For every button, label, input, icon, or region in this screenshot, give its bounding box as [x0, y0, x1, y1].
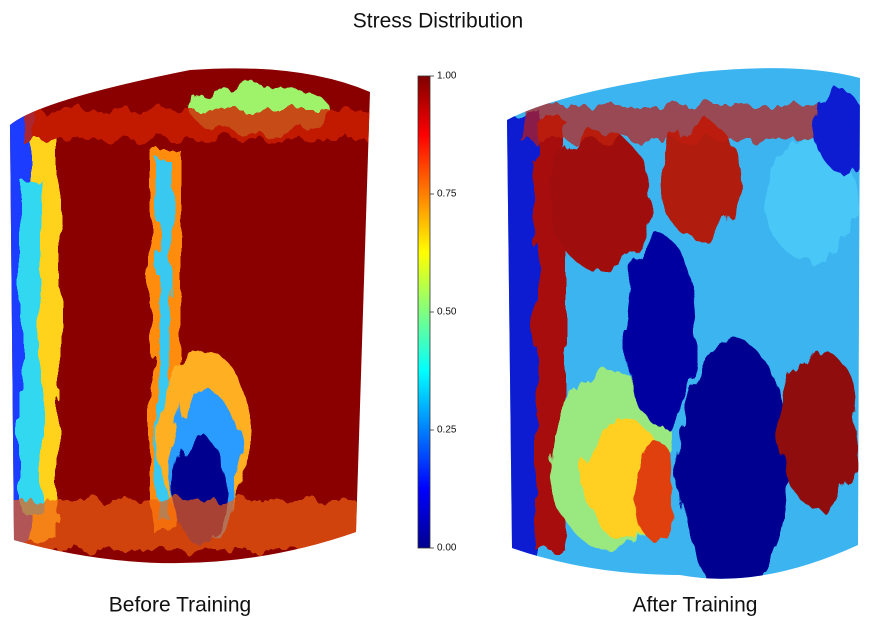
colorbar-tick-label: 0.00 — [437, 543, 457, 554]
colorbar-tick-label: 0.50 — [437, 307, 457, 318]
figure: Stress Distribution — [0, 0, 876, 621]
colorbar-tick-label: 0.75 — [437, 189, 457, 200]
colorbar — [418, 76, 430, 548]
stress-map-before — [0, 50, 380, 610]
colorbar-tick-label: 0.25 — [437, 425, 457, 436]
colorbar-ticks: 0.00 0.25 0.50 0.75 1.00 — [430, 71, 457, 554]
panel-label: Before Training — [109, 594, 251, 617]
page: {"title": "Stress Distribution", "colorb… — [0, 0, 876, 621]
panel-label: After Training — [633, 594, 758, 617]
colorbar-tick-label: 1.00 — [437, 71, 457, 82]
figure-title: Stress Distribution — [353, 10, 523, 33]
stress-map-after — [500, 50, 876, 610]
